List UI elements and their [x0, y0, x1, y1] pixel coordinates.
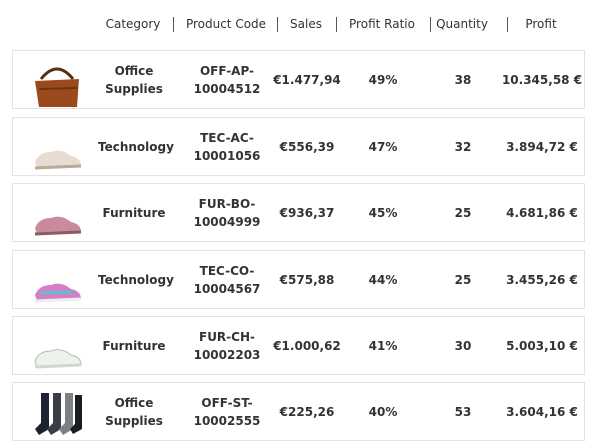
- row-card: Office Supplies OFF-ST- 10002555 €225,26 40%…: [12, 382, 585, 441]
- product-code: FUR-BO- 10004999: [194, 195, 261, 231]
- code-part: FUR-CH-: [198, 329, 255, 344]
- quantity: 53: [454, 404, 472, 419]
- profit-ratio: 41%: [368, 338, 398, 353]
- quantity: 25: [454, 272, 472, 287]
- product-code: TEC-AC- 10001056: [194, 129, 261, 165]
- code-part: 10002203: [193, 347, 261, 362]
- profit-ratio: 45%: [368, 205, 398, 220]
- sales: €556,39: [279, 139, 335, 154]
- profit: 3.894,72 €: [506, 139, 578, 154]
- sales: €936,37: [279, 205, 335, 220]
- category: Office Supplies: [105, 63, 163, 96]
- quantity: 25: [454, 205, 472, 220]
- product-image: [35, 393, 82, 435]
- separator: [430, 17, 431, 32]
- product-image: [34, 349, 82, 369]
- row-card: Technology TEC-AC- 10001056 €556,39 47% 32 3.8…: [12, 117, 585, 176]
- code-part: 10004999: [193, 214, 261, 229]
- product-code: OFF-ST- 10002555: [194, 394, 261, 430]
- profit: 4.681,86 €: [506, 205, 578, 220]
- category: Office Supplies: [105, 395, 163, 428]
- column-header: Quantity: [436, 17, 488, 31]
- sales: €225,26: [279, 404, 335, 419]
- product-image: [34, 283, 82, 303]
- category: Furniture: [102, 205, 166, 220]
- separator: [277, 17, 278, 32]
- separator: [507, 17, 508, 32]
- row-card: Furniture FUR-CH- 10002203 €1.000,62 41% 30 5.…: [12, 316, 585, 375]
- code-part: 10004567: [193, 281, 261, 296]
- quantity: 38: [454, 72, 472, 87]
- code-part: FUR-BO-: [198, 196, 256, 211]
- product-code: TEC-CO- 10004567: [194, 262, 261, 298]
- row-card: Office Supplies OFF-AP- 10004512 €1.477,94 4…: [12, 50, 585, 109]
- row-card: Technology TEC-CO- 10004567 €575,88 44% 25 3.4…: [12, 250, 585, 309]
- category: Technology: [98, 272, 174, 287]
- product-image: [34, 150, 82, 170]
- product-code: OFF-AP- 10004512: [194, 62, 261, 98]
- separator: [173, 17, 174, 32]
- profit-ratio: 44%: [368, 272, 398, 287]
- code-part: OFF-ST-: [201, 395, 253, 410]
- profit-ratio: 49%: [368, 72, 398, 87]
- profit-ratio: 47%: [368, 139, 398, 154]
- code-part: OFF-AP-: [199, 63, 255, 78]
- column-header: Profit: [525, 17, 557, 31]
- row-card: Furniture FUR-BO- 10004999 €936,37 45% 25 4.68…: [12, 183, 585, 242]
- profit: 10.345,58 €: [501, 72, 583, 87]
- code-part: TEC-AC-: [200, 130, 254, 145]
- product-image: [35, 67, 79, 107]
- separator: [336, 17, 337, 32]
- product-code: FUR-CH- 10002203: [194, 328, 261, 364]
- column-header: Sales: [290, 17, 322, 31]
- column-header: Profit Ratio: [349, 17, 415, 31]
- category: Furniture: [102, 338, 166, 353]
- profit: 3.455,26 €: [506, 272, 578, 287]
- code-part: 10001056: [193, 148, 261, 163]
- sales: €1.000,62: [273, 338, 341, 353]
- profit: 5.003,10 €: [506, 338, 578, 353]
- sales: €575,88: [279, 272, 335, 287]
- quantity: 30: [454, 338, 472, 353]
- product-image: [34, 216, 82, 236]
- code-part: 10004512: [193, 81, 261, 96]
- code-part: 10002555: [193, 413, 261, 428]
- column-header: Product Code: [185, 17, 267, 31]
- sales: €1.477,94: [273, 72, 341, 87]
- profit: 3.604,16 €: [506, 404, 578, 419]
- profit-ratio: 40%: [368, 404, 398, 419]
- category: Technology: [98, 139, 174, 154]
- code-part: TEC-CO-: [199, 263, 255, 278]
- column-header: Category: [105, 17, 161, 31]
- quantity: 32: [454, 139, 472, 154]
